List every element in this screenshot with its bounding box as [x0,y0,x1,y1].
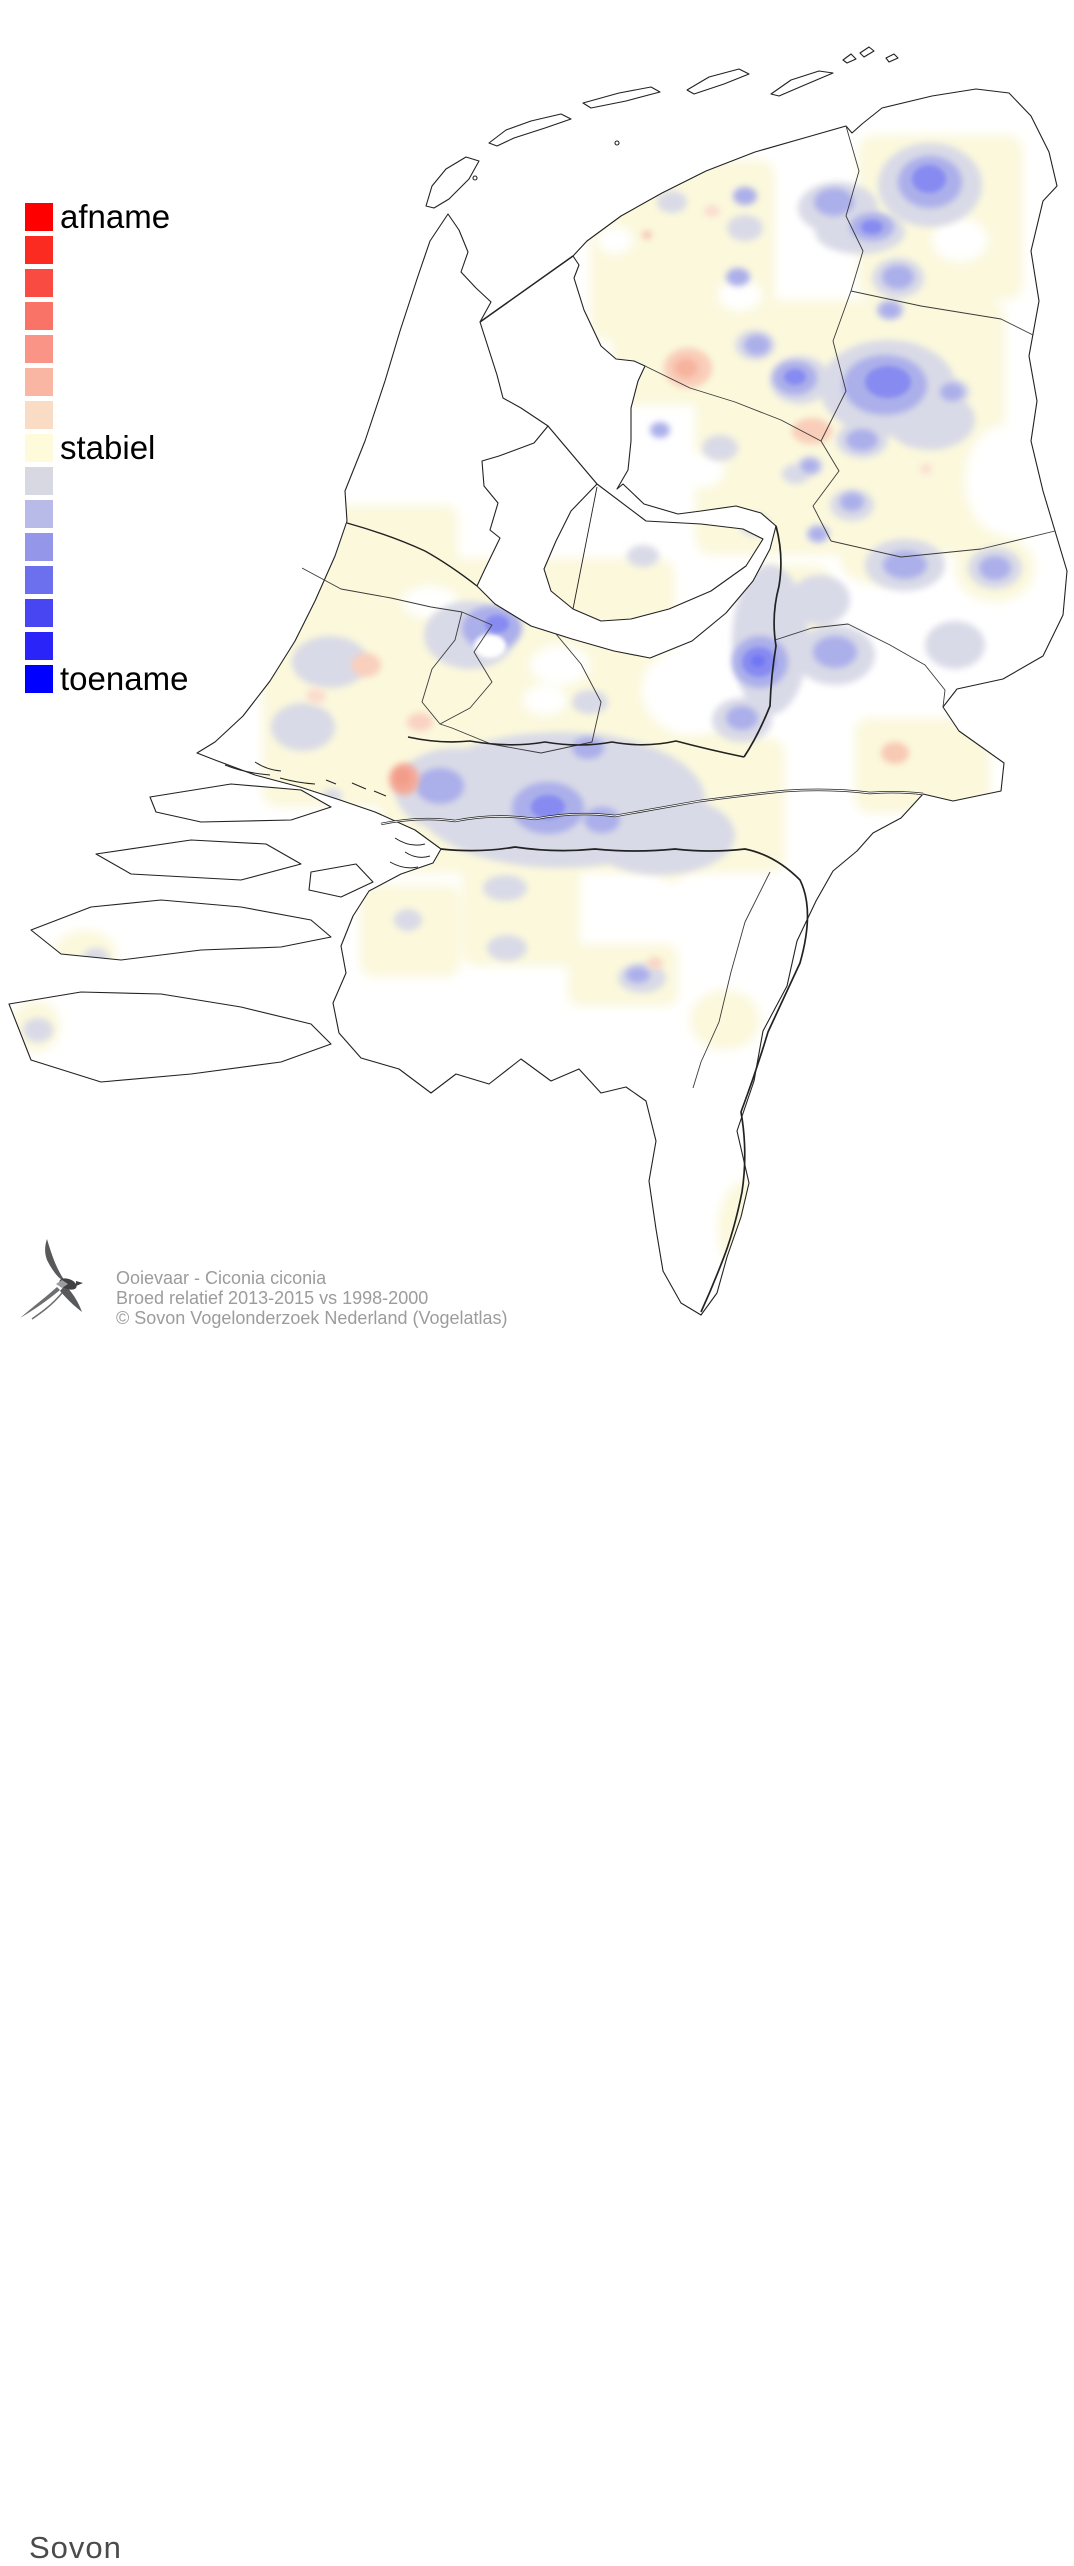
legend: afname stabiel toename [25,198,189,698]
legend-swatch [25,302,53,330]
legend-item [25,632,188,660]
legend-item [25,302,188,330]
legend-swatch [25,467,53,495]
map-svg [8,46,1068,1316]
sovon-logo-text: Sovon [29,2530,122,2565]
legend-swatch [25,434,53,462]
species-title: Ooievaar - Ciconia ciconia [116,1268,327,1288]
legend-swatch [25,566,53,594]
legend-swatch [25,500,53,528]
legend-label-stabiel: stabiel [60,429,156,466]
legend-swatch [25,203,53,231]
legend-item [25,236,188,264]
map-subtitle: Broed relatief 2013-2015 vs 1998-2000 [116,1288,429,1308]
noordzeekanaal-line [346,522,478,587]
legend-item [25,599,188,627]
coastline-layer [8,46,1068,1316]
legend-swatch [25,401,53,429]
legend-swatch [25,533,53,561]
increase-strong-areas [485,165,946,819]
legend-swatch [25,269,53,297]
legend-item: toename [25,660,189,697]
sovon-logo: Sovon [2,1234,132,2565]
increase-deep-core [751,655,765,667]
legend-item: stabiel [25,429,188,466]
legend-swatch [25,599,53,627]
legend-item [25,269,188,297]
legend-label-toename: toename [60,660,189,697]
legend-item: afname [25,198,188,235]
maas-river [440,846,809,1313]
legend-item [25,533,188,561]
legend-swatch [25,665,53,693]
ring-gap [474,634,506,658]
afsluitdijk-line [479,255,574,323]
legend-item [25,368,188,396]
legend-swatch [25,236,53,264]
decrease-areas [306,205,932,969]
legend-label-afname: afname [60,198,171,235]
netherlands-map [8,46,1068,1316]
density-layer [12,135,1045,1294]
legend-item [25,500,188,528]
houtribdijk-line [547,425,598,485]
legend-item [25,335,188,363]
ijssel-river [743,525,782,758]
river-layer [380,525,924,1313]
lek-river [407,736,745,758]
swallow-icon [20,1239,83,1320]
map-caption: Ooievaar - Ciconia ciconia Broed relatie… [116,1268,508,1328]
legend-item [25,401,188,429]
copyright-line: © Sovon Vogelonderzoek Nederland (Vogela… [116,1308,508,1328]
legend-item [25,467,188,495]
legend-swatch [25,632,53,660]
legend-swatch [25,368,53,396]
province-border-layer [301,125,1056,1089]
legend-item [25,566,188,594]
legend-swatch [25,335,53,363]
